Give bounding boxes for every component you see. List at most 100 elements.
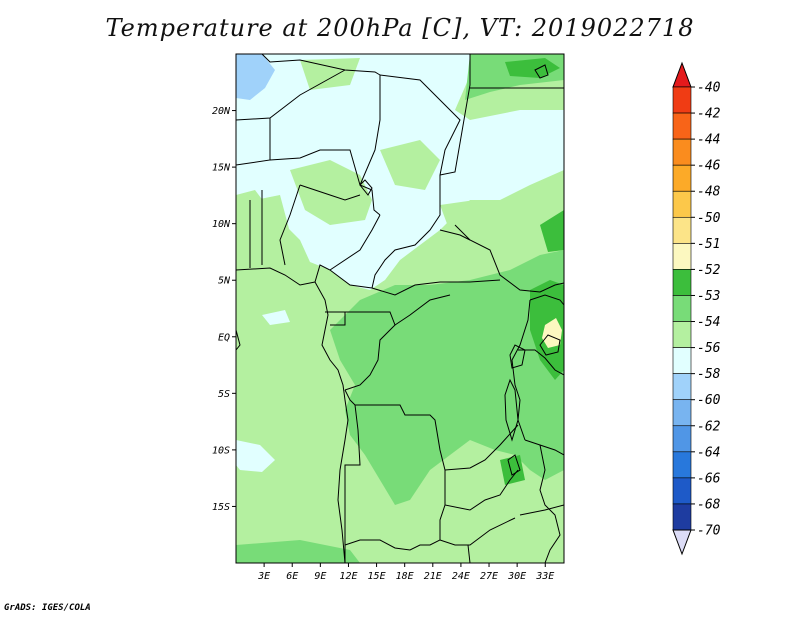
colorbar-max-arrow — [672, 61, 692, 88]
grads-credit: GrADS: IGES/COLA — [4, 603, 91, 613]
lon-tick-label: 24E — [452, 571, 470, 582]
border-segment — [279, 184, 301, 266]
field-patch-minus-56-sw — [236, 440, 275, 472]
lon-tick-label: 12E — [339, 571, 357, 582]
colorbar-label: -48 — [697, 185, 721, 200]
lake-outline — [509, 344, 526, 369]
field-region-minus-53-south — [236, 540, 360, 563]
border-segment — [519, 504, 564, 516]
colorbar-box — [672, 347, 692, 374]
colorbar-box — [672, 503, 692, 531]
border-segment — [371, 279, 501, 296]
field-patch-minus-53-e — [300, 58, 360, 90]
border-segment — [371, 175, 441, 289]
colorbar-label: -62 — [697, 419, 721, 434]
border-segment — [439, 229, 471, 241]
lake-outline — [507, 454, 521, 476]
colorbar-box — [672, 295, 692, 322]
border-segment — [261, 54, 381, 76]
border-segment — [539, 444, 561, 563]
map-title: Temperature at 200hPa [C], VT: 201902271… — [105, 14, 695, 42]
colorbar-box — [672, 269, 692, 296]
border-segment — [524, 439, 564, 456]
lon-tick-label: 18E — [396, 571, 414, 582]
border-segment — [529, 294, 564, 306]
lon-tick-label: 27E — [480, 571, 498, 582]
colorbar-box — [672, 477, 692, 505]
border-segment — [344, 504, 446, 551]
border-segment — [344, 311, 396, 391]
lat-tick-label: 15S — [212, 502, 230, 513]
temperature-field — [236, 54, 564, 563]
colorbar-box — [672, 112, 692, 140]
lake-outline — [504, 378, 519, 442]
lat-tick-label: 10S — [212, 445, 230, 456]
lon-tick-label: 9E — [314, 571, 326, 582]
colorbar-label: -53 — [697, 289, 720, 304]
lon-tick-label: 30E — [507, 571, 526, 582]
colorbar-box — [672, 86, 692, 114]
colorbar-box — [672, 451, 692, 479]
country-boundaries — [236, 54, 564, 563]
border-segment — [439, 517, 516, 546]
colorbar-label: -42 — [697, 107, 721, 122]
colorbar-box — [672, 216, 692, 244]
lat-tick-label: 5N — [218, 276, 231, 287]
colorbar-label: -51 — [697, 237, 720, 252]
field-region-minus-52-top — [505, 58, 560, 78]
colorbar-box — [672, 164, 692, 192]
colorbar: -40 -42 -44 -46 -48 -50 -51 -52 -53 -54 -56 -58 -60 -… — [672, 61, 721, 556]
colorbar-label: -52 — [697, 263, 721, 278]
border-segment — [511, 299, 531, 441]
lon-tick-label: 33E — [535, 571, 554, 582]
lat-tick-label: 10N — [212, 219, 231, 230]
colorbar-box — [672, 399, 692, 427]
colorbar-min-arrow — [672, 529, 692, 556]
lat-tick-label: 20N — [212, 106, 231, 117]
colorbar-label: -46 — [697, 159, 721, 174]
lon-tick-label: 6E — [286, 571, 298, 582]
colorbar-box — [672, 138, 692, 166]
colorbar-box — [672, 373, 692, 401]
colorbar-label: -66 — [697, 471, 721, 486]
border-segment — [518, 349, 564, 376]
border-segment — [269, 149, 361, 186]
lon-tick-label: 15E — [368, 571, 386, 582]
field-region-minus-53-central — [330, 250, 564, 505]
coastline — [236, 270, 241, 351]
coastline — [314, 281, 349, 563]
lon-tick-label: 21E — [424, 571, 442, 582]
colorbar-label: -64 — [697, 445, 720, 460]
border-segment — [236, 267, 316, 286]
border-segment — [379, 74, 461, 176]
lake-outline — [534, 64, 549, 79]
border-segment — [444, 424, 519, 471]
colorbar-box — [672, 321, 692, 348]
border-segment — [344, 389, 446, 471]
colorbar-label: -70 — [697, 524, 721, 539]
field-region-minus-51 — [542, 318, 562, 348]
border-segment — [325, 311, 346, 326]
border-segment — [467, 544, 471, 563]
field-region-minus-52-ne — [540, 210, 564, 252]
border-segment — [394, 294, 451, 326]
colorbar-label: -54 — [697, 315, 720, 330]
lake-outline — [359, 179, 373, 196]
field-patch-minus-56-w — [262, 310, 290, 325]
lake-outline — [539, 334, 561, 356]
field-patch-minus-53-a — [290, 160, 372, 225]
colorbar-label: -50 — [697, 211, 721, 226]
colorbar-label: -58 — [697, 367, 721, 382]
map-axes: 20N 15N 10N 5N EQ 5S 10S 15S 3E 6E 9E 12E 15E 18E 21E 2… — [212, 106, 554, 582]
lon-tick-label: 3E — [257, 571, 270, 582]
border-segment — [344, 404, 361, 563]
colorbar-label: -68 — [697, 497, 721, 512]
colorbar-box — [672, 243, 692, 270]
colorbar-label: -44 — [697, 133, 720, 148]
colorbar-label: -56 — [697, 341, 721, 356]
border-segment — [236, 69, 346, 121]
field-region-minus-52-south — [500, 455, 525, 485]
map-frame — [235, 53, 565, 564]
border-segment — [439, 54, 471, 176]
